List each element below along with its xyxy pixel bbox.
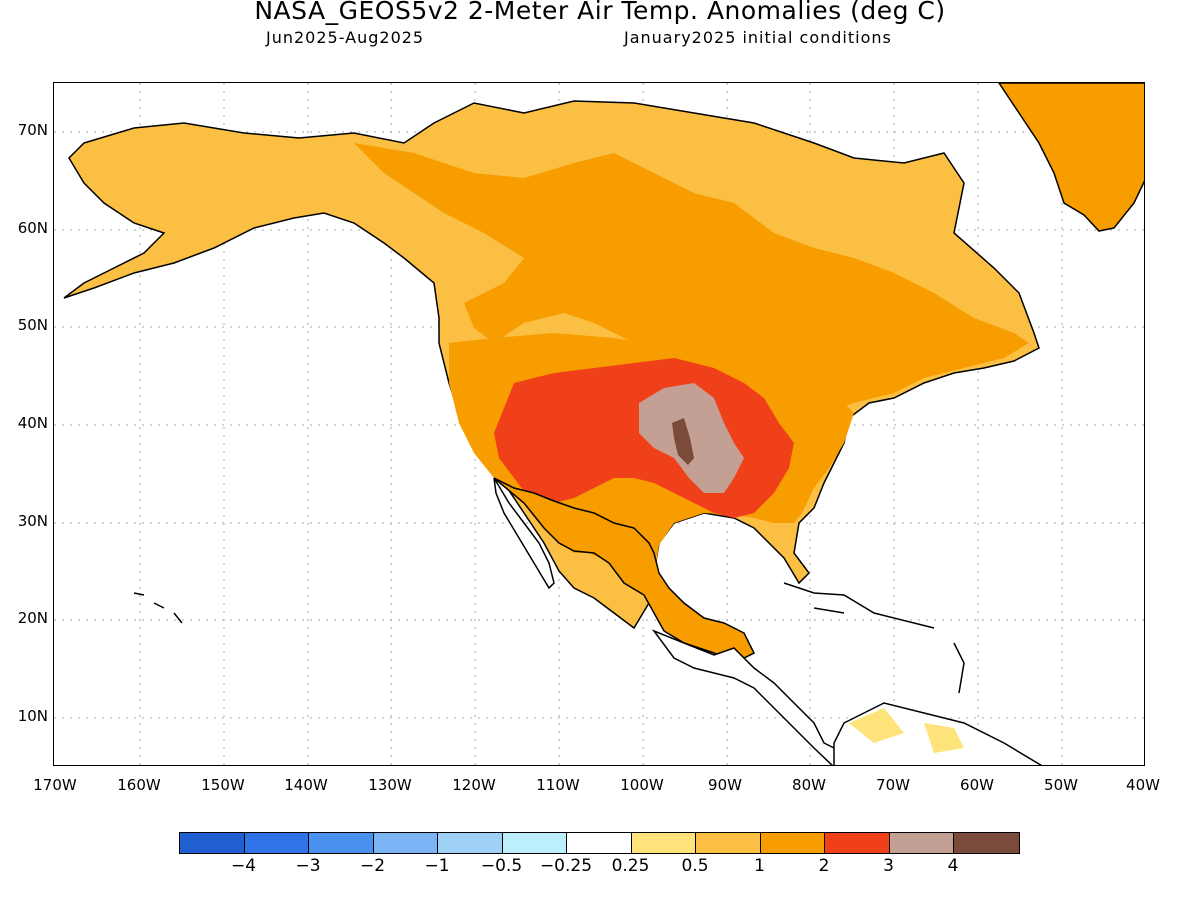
colorbar-swatch <box>567 833 632 853</box>
lon-label: 40W <box>1126 776 1160 794</box>
colorbar-swatch <box>502 833 567 853</box>
colorbar-label: −3 <box>295 856 321 876</box>
colorbar-swatch <box>760 833 825 853</box>
colorbar-label: 0.25 <box>611 856 650 876</box>
lon-label: 100W <box>620 776 664 794</box>
very-warm-region <box>639 383 744 493</box>
colorbar-label: −0.25 <box>539 856 593 876</box>
lat-label: 20N <box>17 609 48 627</box>
colorbar-label: −4 <box>230 856 257 876</box>
baja-peninsula <box>493 477 555 590</box>
lon-label: 170W <box>33 776 77 794</box>
lon-label: 90W <box>708 776 742 794</box>
colorbar <box>179 832 1020 854</box>
colorbar-swatch <box>438 833 503 853</box>
lon-label: 150W <box>201 776 245 794</box>
lon-label: 50W <box>1044 776 1078 794</box>
colorbar-label: 2 <box>818 856 830 876</box>
colorbar-swatch <box>696 833 761 853</box>
lon-label: 160W <box>117 776 161 794</box>
colorbar-label: −1 <box>424 856 450 876</box>
map-canvas <box>54 83 1144 765</box>
colorbar-label: 1 <box>754 856 765 876</box>
colorbar-label: −0.5 <box>480 856 523 876</box>
colorbar-swatch <box>373 833 438 853</box>
colorbar-swatch <box>825 833 890 853</box>
colorbar-swatch <box>180 833 245 853</box>
initial-conditions: January2025 initial conditions <box>624 28 892 47</box>
lon-label: 140W <box>284 776 328 794</box>
lon-label: 80W <box>792 776 826 794</box>
colorbar-swatch <box>631 833 696 853</box>
colorbar-label: 0.5 <box>681 856 709 876</box>
lon-label: 110W <box>536 776 580 794</box>
greenland-anomaly <box>998 83 1144 232</box>
extreme-warm-core <box>672 418 694 465</box>
lat-label: 50N <box>17 316 48 334</box>
lon-label: 70W <box>876 776 910 794</box>
lon-label: 120W <box>452 776 496 794</box>
lat-label: 70N <box>17 121 48 139</box>
central-america <box>651 629 854 765</box>
colorbar-swatch <box>309 833 374 853</box>
colorbar-label: −2 <box>359 856 386 876</box>
colorbar-swatch <box>889 833 954 853</box>
lat-label: 60N <box>17 219 48 237</box>
hawaii <box>133 592 183 624</box>
lon-label: 130W <box>368 776 412 794</box>
canada-warm-region <box>354 143 1029 413</box>
colorbar-swatch <box>244 833 309 853</box>
colorbar-swatch <box>954 833 1019 853</box>
caribbean-islands <box>783 582 965 694</box>
colorbar-label: 4 <box>947 856 959 876</box>
chart-title: NASA_GEOS5v2 2-Meter Air Temp. Anomalies… <box>254 0 946 25</box>
lat-label: 30N <box>17 512 48 530</box>
forecast-period: Jun2025-Aug2025 <box>266 28 425 47</box>
lat-label: 40N <box>17 414 48 432</box>
mexico-anomaly <box>493 477 756 664</box>
colorbar-label: 3 <box>883 856 894 876</box>
south-america-warm-spots <box>849 708 964 753</box>
anomaly-map <box>53 82 1145 766</box>
lat-label: 10N <box>17 707 48 725</box>
lon-label: 60W <box>960 776 994 794</box>
